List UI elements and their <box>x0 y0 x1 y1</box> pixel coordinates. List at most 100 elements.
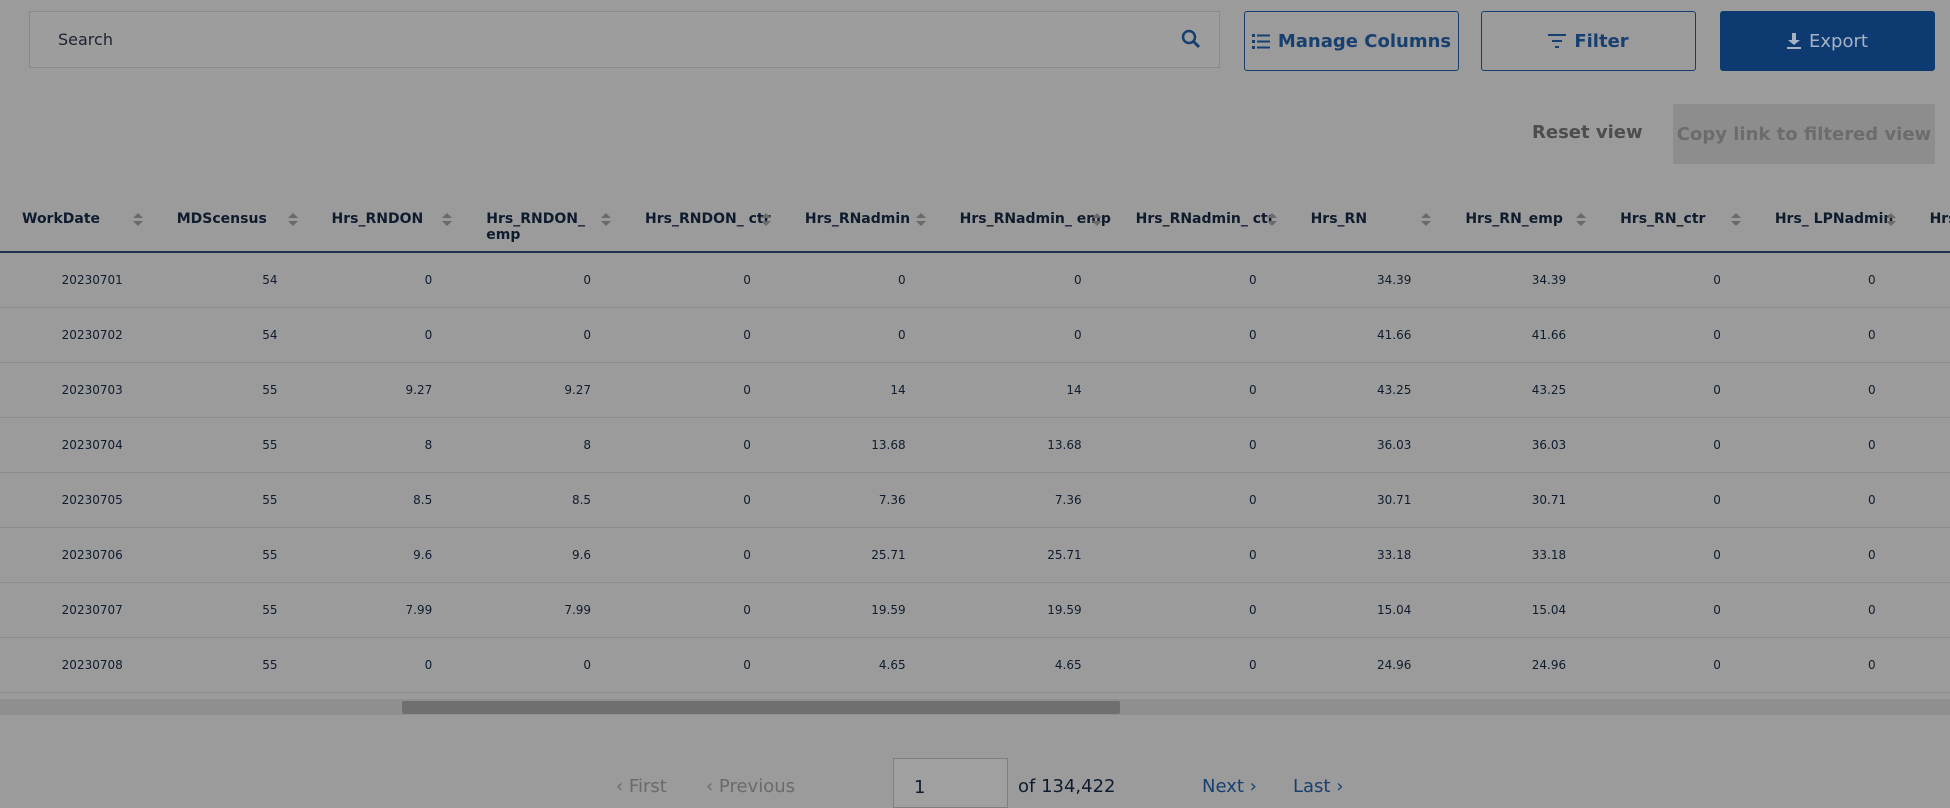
table-cell: 0 <box>1752 582 1908 638</box>
table-cell: 0 <box>623 252 783 308</box>
table-cell: 34.39 <box>1288 252 1444 308</box>
table-cell: 13.68 <box>937 417 1114 473</box>
table-cell: 0 <box>1598 362 1753 418</box>
table-cell: 25.71 <box>937 527 1114 583</box>
table-cell: 55 <box>154 362 310 418</box>
column-header: Hrs_RN_ctr <box>1598 199 1753 253</box>
table-cell: 0 <box>1598 417 1753 473</box>
table-cell: 20230702 <box>0 307 155 363</box>
table-cell: 41.66 <box>1288 307 1444 363</box>
table-cell: 20230708 <box>0 637 155 693</box>
table-cell: 55 <box>154 527 310 583</box>
table-cell: 15.04 <box>1443 582 1599 638</box>
manage-columns-button[interactable]: Manage Columns <box>1244 11 1459 71</box>
list-icon <box>1251 34 1270 49</box>
column-header: WorkDate <box>0 199 155 253</box>
column-header: Hrs_ LPNadmin <box>1752 199 1908 253</box>
table-row: 20230708 55 0 0 0 4.65 4.65 0 24.96 24.96 0 0 <box>0 637 1950 693</box>
copy-link-button[interactable]: Copy link to filtered view <box>1673 104 1935 164</box>
first-button[interactable]: ‹ First <box>616 776 667 797</box>
last-button[interactable]: Last › <box>1293 776 1344 797</box>
table-cell: 33.18 <box>1288 527 1444 583</box>
column-header: Hrs_LPNadmin_ emp <box>1907 199 1950 253</box>
table-cell <box>1907 582 1950 638</box>
table-cell: 0 <box>309 307 465 363</box>
table-cell <box>1907 307 1950 363</box>
table-cell: 8 <box>309 417 465 473</box>
table-cell: 55 <box>154 417 310 473</box>
table-cell: 30.71 <box>1288 472 1444 528</box>
table-cell: 0 <box>1752 472 1908 528</box>
table-cell: 41.66 <box>1443 307 1599 363</box>
table-cell <box>1907 637 1950 693</box>
table-cell: 0 <box>937 252 1114 308</box>
table-cell: 0 <box>1113 252 1289 308</box>
table-row: 20230702 54 0 0 0 0 0 0 41.66 41.66 0 0 <box>0 307 1950 363</box>
table-cell: 4.65 <box>782 637 938 693</box>
table-row: 20230706 55 9.6 9.6 0 25.71 25.71 0 33.18 33.18 0 0 <box>0 527 1950 583</box>
table-cell: 34.39 <box>1443 252 1599 308</box>
table-cell: 0 <box>1752 252 1908 308</box>
table-cell: 8 <box>464 417 624 473</box>
table-cell: 0 <box>782 307 938 363</box>
table-cell: 55 <box>154 472 310 528</box>
table-cell: 54 <box>154 252 310 308</box>
table-cell: 9.27 <box>309 362 465 418</box>
previous-button[interactable]: ‹ Previous <box>706 776 795 797</box>
table-cell: 43.25 <box>1443 362 1599 418</box>
reset-view-button[interactable]: Reset view <box>1532 122 1643 143</box>
table-cell: 0 <box>309 637 465 693</box>
page-input[interactable]: 1 <box>893 758 1008 808</box>
next-button[interactable]: Next › <box>1202 776 1257 797</box>
filter-button[interactable]: Filter <box>1481 11 1696 71</box>
search-input[interactable]: Search <box>29 11 1220 68</box>
table-cell: 30.71 <box>1443 472 1599 528</box>
table-cell: 43.25 <box>1288 362 1444 418</box>
table-cell: 0 <box>309 252 465 308</box>
table-cell: 0 <box>1598 637 1753 693</box>
table-cell: 14 <box>937 362 1114 418</box>
table-cell: 0 <box>1598 527 1753 583</box>
table-cell: 20230701 <box>0 252 155 308</box>
export-button[interactable]: Export <box>1720 11 1935 71</box>
table-cell: 4.65 <box>937 637 1114 693</box>
table-cell: 0 <box>623 472 783 528</box>
table-cell: 36.03 <box>1288 417 1444 473</box>
column-header: Hrs_RNadmin_ ctr <box>1113 199 1289 253</box>
search-icon <box>1181 29 1201 49</box>
label: First <box>628 776 667 797</box>
scrollbar-thumb[interactable] <box>402 701 1120 714</box>
table-cell <box>1907 362 1950 418</box>
table-cell: 19.59 <box>782 582 938 638</box>
table-row: 20230705 55 8.5 8.5 0 7.36 7.36 0 30.71 30.71 0 0 <box>0 472 1950 528</box>
table-cell: 20230703 <box>0 362 155 418</box>
table-cell: 9.6 <box>309 527 465 583</box>
table-cell: 25.71 <box>782 527 938 583</box>
table-cell: 0 <box>1752 527 1908 583</box>
table-cell: 7.99 <box>309 582 465 638</box>
table-cell: 14 <box>782 362 938 418</box>
table-cell: 0 <box>1752 417 1908 473</box>
table-cell: 24.96 <box>1288 637 1444 693</box>
table-cell <box>1907 472 1950 528</box>
table-cell: 0 <box>1598 307 1753 363</box>
table-cell: 8.5 <box>309 472 465 528</box>
label: Previous <box>718 776 795 797</box>
table-cell: 20230704 <box>0 417 155 473</box>
download-icon <box>1787 33 1802 49</box>
label: Last <box>1293 776 1331 797</box>
label: Next <box>1202 776 1244 797</box>
table-cell <box>1907 527 1950 583</box>
table-cell: 0 <box>464 252 624 308</box>
column-header: Hrs_RNDON_ emp <box>464 199 624 253</box>
column-header: Hrs_RNDON <box>309 199 465 253</box>
page-number: 1 <box>914 777 926 798</box>
table-cell: 0 <box>623 307 783 363</box>
column-header: Hrs_RNadmin <box>782 199 938 253</box>
table-cell: 0 <box>1752 362 1908 418</box>
table-cell: 19.59 <box>937 582 1114 638</box>
table-cell: 9.6 <box>464 527 624 583</box>
table-cell: 20230706 <box>0 527 155 583</box>
table-cell: 7.99 <box>464 582 624 638</box>
